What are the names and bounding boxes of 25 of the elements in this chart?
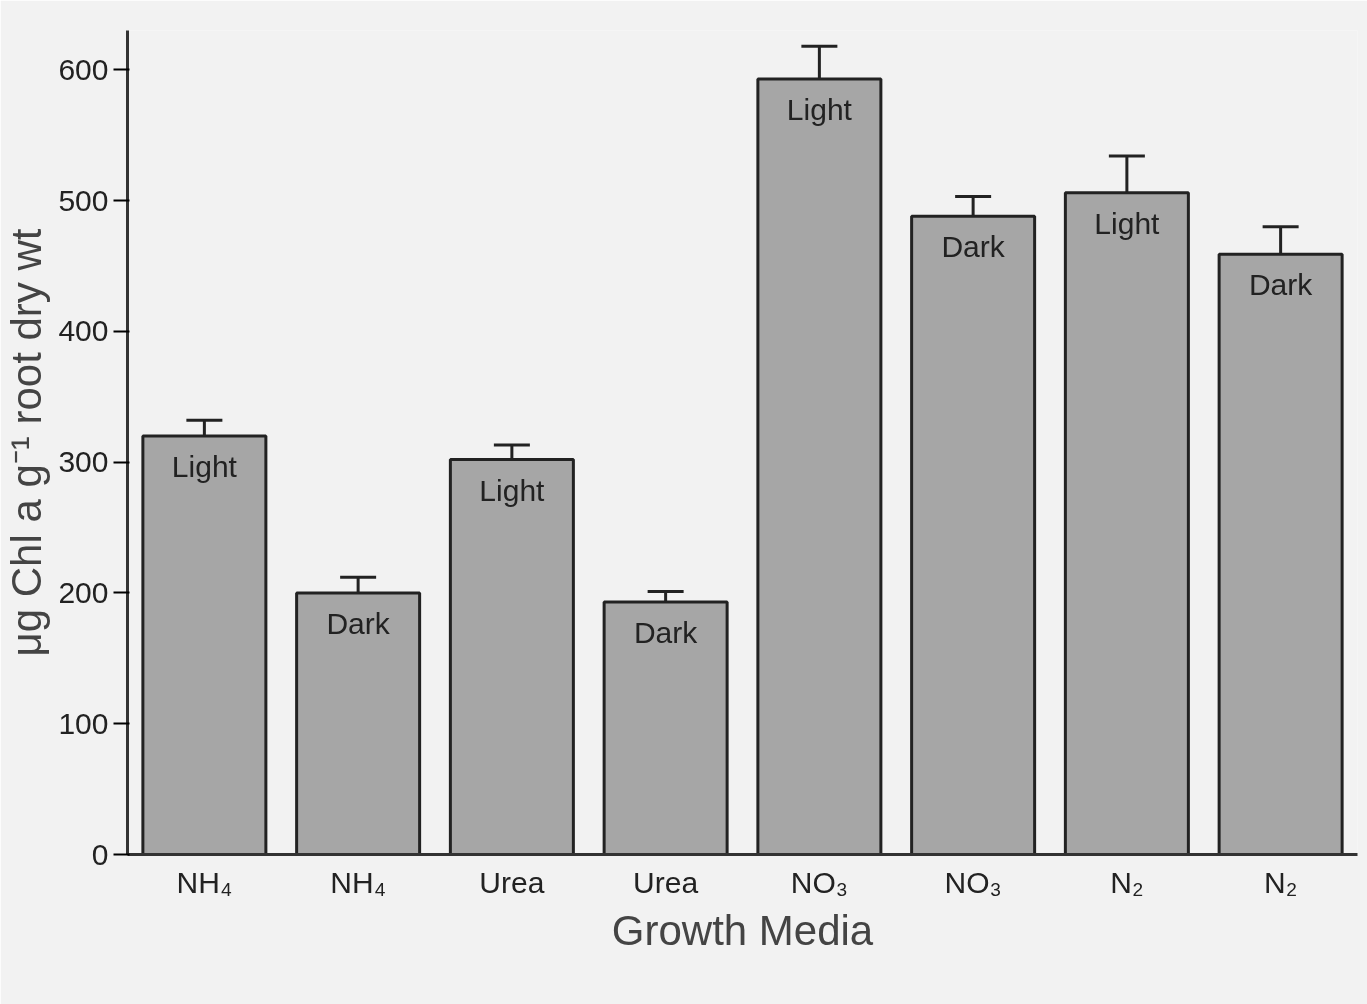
data-label: Light — [479, 473, 546, 507]
x-tick-label: Urea — [633, 865, 699, 899]
data-label: Dark — [941, 230, 1006, 264]
x-tick-label: N₂ — [1110, 865, 1144, 899]
y-tick-label: 0 — [91, 837, 109, 871]
x-axis-title: Growth Media — [611, 906, 874, 954]
data-label: Dark — [1248, 268, 1314, 302]
data-label: Light — [786, 92, 853, 126]
x-tick-label: N₂ — [1263, 865, 1298, 899]
x-tick-label: NH₄ — [330, 865, 386, 899]
x-tick-label: NO₃ — [790, 865, 848, 899]
x-tick-label: NH₄ — [176, 865, 233, 899]
data-label: Dark — [326, 606, 391, 640]
y-axis-title: μg Chl a g⁻¹ root dry wt — [3, 228, 51, 657]
y-tick-label: 400 — [58, 314, 109, 348]
y-tick-label: 600 — [58, 52, 109, 86]
y-tick-label: 100 — [58, 706, 109, 740]
data-label: Light — [171, 449, 238, 483]
x-tick-label: Urea — [479, 865, 545, 899]
y-tick-label: 500 — [58, 183, 109, 217]
x-tick-label: NO₃ — [944, 865, 1002, 899]
y-tick-label: 200 — [58, 575, 109, 609]
y-tick-label: 300 — [58, 445, 109, 479]
data-label: Dark — [633, 616, 699, 650]
data-label: Light — [1094, 206, 1161, 240]
